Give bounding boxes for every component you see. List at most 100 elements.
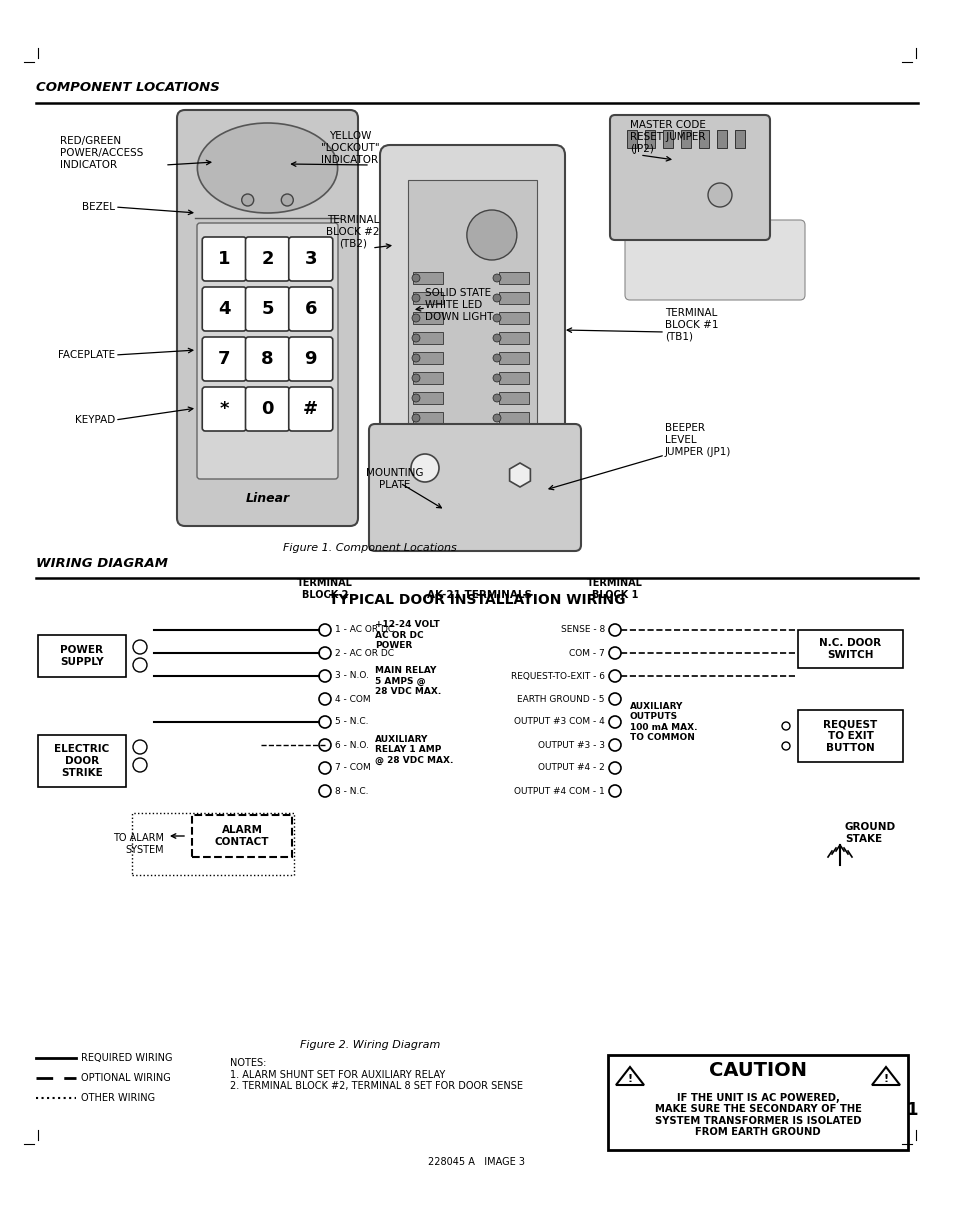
Text: FACEPLATE: FACEPLATE (58, 350, 115, 361)
Circle shape (608, 716, 620, 728)
Text: 4 - COM: 4 - COM (335, 695, 370, 703)
Text: 3 - N.O.: 3 - N.O. (335, 672, 369, 680)
Text: TERMINAL
BLOCK 1: TERMINAL BLOCK 1 (586, 579, 642, 601)
Circle shape (608, 671, 620, 683)
Bar (607, 1055, 907, 1151)
Text: SENSE - 8: SENSE - 8 (560, 626, 604, 634)
Text: POWER
SUPPLY: POWER SUPPLY (60, 645, 104, 667)
Text: 6 - N.O.: 6 - N.O. (335, 740, 369, 749)
Text: #: # (303, 400, 318, 418)
Text: 7 - COM: 7 - COM (335, 763, 371, 773)
Text: KEYPAD: KEYPAD (74, 415, 115, 425)
FancyBboxPatch shape (177, 110, 357, 526)
Bar (132, 813, 294, 876)
FancyBboxPatch shape (369, 425, 580, 551)
FancyBboxPatch shape (624, 219, 804, 300)
Text: 6: 6 (304, 300, 316, 318)
Circle shape (411, 453, 438, 482)
Bar (717, 130, 726, 148)
Text: 228045 A   IMAGE 3: 228045 A IMAGE 3 (428, 1157, 525, 1167)
Circle shape (412, 374, 419, 382)
Text: !: ! (627, 1075, 632, 1084)
Text: BEZEL: BEZEL (82, 201, 115, 212)
Text: Linear: Linear (245, 492, 290, 504)
Circle shape (412, 334, 419, 343)
FancyBboxPatch shape (245, 287, 289, 330)
Bar (192, 815, 292, 857)
Text: COMPONENT LOCATIONS: COMPONENT LOCATIONS (36, 81, 219, 94)
Text: TO ALARM
SYSTEM: TO ALARM SYSTEM (112, 833, 164, 855)
Bar (626, 130, 637, 148)
Text: RED/GREEN
POWER/ACCESS
INDICATOR: RED/GREEN POWER/ACCESS INDICATOR (60, 136, 143, 170)
Text: YELLOW
"LOCKOUT"
INDICATOR: YELLOW "LOCKOUT" INDICATOR (320, 131, 379, 164)
Polygon shape (871, 1067, 899, 1085)
Text: MASTER CODE
RESET JUMPER
(JP2): MASTER CODE RESET JUMPER (JP2) (629, 121, 705, 153)
Circle shape (241, 194, 253, 206)
Circle shape (318, 671, 331, 683)
Text: IF THE UNIT IS AC POWERED,
MAKE SURE THE SECONDARY OF THE
SYSTEM TRANSFORMER IS : IF THE UNIT IS AC POWERED, MAKE SURE THE… (654, 1093, 861, 1137)
Text: ELECTRIC
DOOR
STRIKE: ELECTRIC DOOR STRIKE (54, 744, 110, 778)
Text: 0: 0 (261, 400, 274, 418)
Bar (413, 312, 442, 324)
Circle shape (318, 739, 331, 751)
Bar (498, 292, 529, 304)
Bar (413, 392, 442, 404)
Circle shape (608, 646, 620, 658)
Bar (413, 273, 442, 283)
FancyBboxPatch shape (245, 238, 289, 281)
Text: 7: 7 (218, 350, 231, 368)
Text: 9: 9 (304, 350, 316, 368)
Text: AK-21 TERMINALS: AK-21 TERMINALS (427, 590, 532, 601)
Polygon shape (616, 1067, 643, 1085)
Bar (38, 636, 126, 677)
FancyBboxPatch shape (289, 387, 333, 431)
FancyBboxPatch shape (289, 287, 333, 330)
Bar (498, 312, 529, 324)
Bar (644, 130, 655, 148)
Circle shape (318, 762, 331, 774)
Circle shape (493, 314, 500, 322)
Circle shape (466, 210, 517, 260)
Bar (498, 392, 529, 404)
Text: EARTH GROUND - 5: EARTH GROUND - 5 (517, 695, 604, 703)
Circle shape (608, 762, 620, 774)
Text: Figure 2. Wiring Diagram: Figure 2. Wiring Diagram (299, 1040, 439, 1050)
Bar (38, 734, 126, 788)
Text: TERMINAL
BLOCK 2: TERMINAL BLOCK 2 (296, 579, 353, 601)
Text: NOTES:
1. ALARM SHUNT SET FOR AUXILIARY RELAY
2. TERMINAL BLOCK #2, TERMINAL 8 S: NOTES: 1. ALARM SHUNT SET FOR AUXILIARY … (230, 1058, 522, 1091)
Text: SOLID STATE
WHITE LED
DOWN LIGHT: SOLID STATE WHITE LED DOWN LIGHT (424, 288, 493, 322)
Bar (408, 180, 537, 431)
Circle shape (608, 739, 620, 751)
Circle shape (493, 294, 500, 302)
Text: 4: 4 (218, 300, 231, 318)
Text: COM - 7: COM - 7 (569, 649, 604, 657)
FancyBboxPatch shape (289, 238, 333, 281)
Bar (413, 292, 442, 304)
Text: REQUIRED WIRING: REQUIRED WIRING (81, 1053, 172, 1062)
Text: OTHER WIRING: OTHER WIRING (81, 1093, 155, 1103)
Circle shape (707, 183, 731, 207)
Circle shape (412, 294, 419, 302)
FancyBboxPatch shape (196, 223, 337, 479)
Circle shape (493, 334, 500, 343)
Text: 8 - N.C.: 8 - N.C. (335, 786, 368, 796)
Bar (413, 371, 442, 384)
Circle shape (412, 355, 419, 362)
Bar (498, 371, 529, 384)
Text: 2: 2 (261, 250, 274, 268)
Circle shape (781, 742, 789, 750)
Text: 5 - N.C.: 5 - N.C. (335, 718, 368, 726)
Text: OPTIONAL WIRING: OPTIONAL WIRING (81, 1073, 171, 1083)
Circle shape (608, 785, 620, 797)
Bar (797, 710, 902, 762)
FancyBboxPatch shape (609, 115, 769, 240)
Text: OUTPUT #4 - 2: OUTPUT #4 - 2 (537, 763, 604, 773)
FancyBboxPatch shape (379, 145, 564, 466)
Bar (498, 273, 529, 283)
Text: 8: 8 (261, 350, 274, 368)
Circle shape (493, 355, 500, 362)
Text: AUXILIARY
OUTPUTS
100 mA MAX.
TO COMMON: AUXILIARY OUTPUTS 100 mA MAX. TO COMMON (629, 702, 697, 742)
Circle shape (318, 646, 331, 658)
Circle shape (493, 414, 500, 422)
Circle shape (132, 759, 147, 772)
